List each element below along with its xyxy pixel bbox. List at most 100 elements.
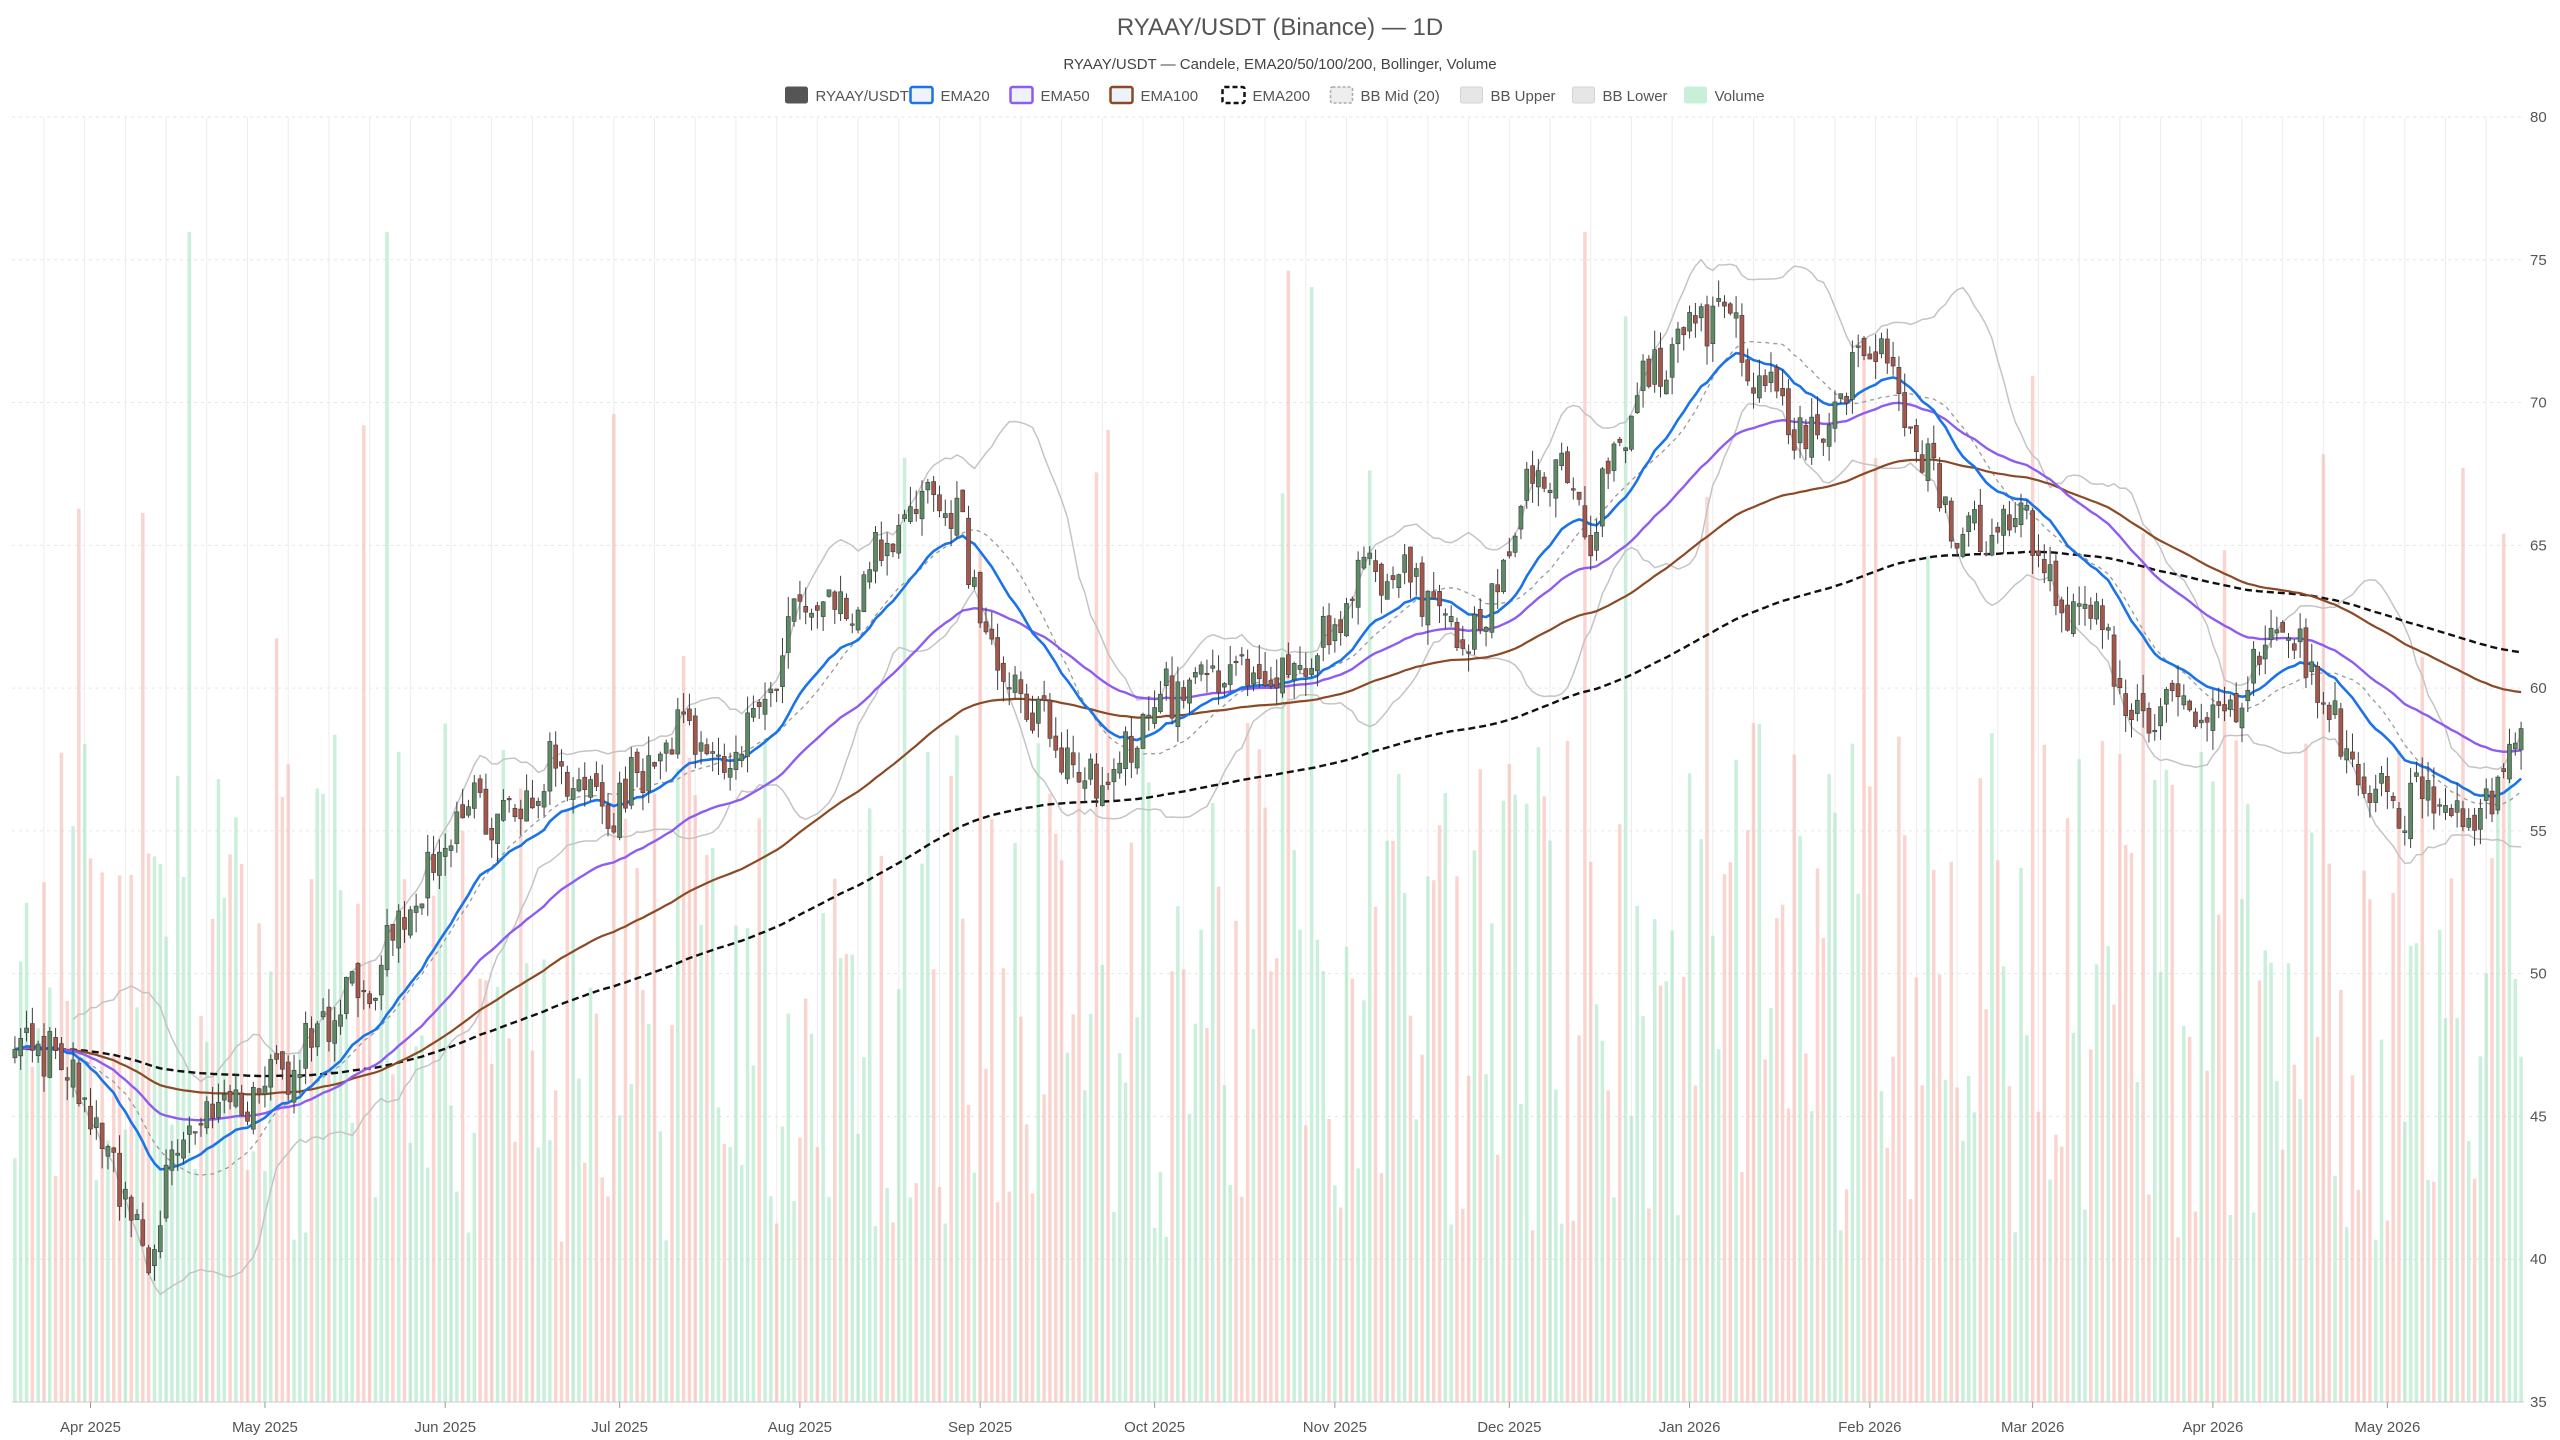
candle-body [1704,304,1710,347]
volume-bar [251,1151,256,1402]
volume-bar [298,1049,302,1402]
volume-bar [146,853,151,1402]
candle-body [1256,664,1262,680]
volume-bar [2339,989,2343,1402]
volume-bar [443,723,447,1402]
candle-body [1477,609,1483,631]
legend-label: BB Lower [1603,88,1668,105]
volume-bar [1728,862,1733,1402]
candle-body [1611,443,1617,471]
candle-body [2297,628,2303,643]
candle-body [1169,675,1175,719]
candle-body [1570,488,1576,491]
candle-body [2047,564,2053,582]
volume-bar [1164,1236,1168,1402]
candle-body [1925,443,1931,481]
volume-bar [2234,740,2238,1402]
volume-bar [1170,971,1174,1402]
volume-bar [1152,1227,1157,1402]
volume-bar [1583,232,1587,1402]
legend-label: EMA20 [941,88,990,105]
legend-swatch-ema100 [1109,85,1134,105]
volume-bar [1600,1040,1605,1402]
volume-bar [617,1115,622,1402]
candle-body [1536,470,1541,488]
volume-bar [495,986,500,1402]
candle-body [1768,371,1774,383]
volume-bar [1757,723,1762,1402]
candle-body [2361,776,2367,794]
candle-body [2030,510,2035,556]
candle-body [1629,415,1634,450]
candle-body [448,845,454,851]
volume-bar [152,856,157,1402]
volume-bar [1211,803,1215,1402]
volume-bar [693,795,697,1402]
x-tick-label: May 2025 [232,1419,298,1436]
legend-label: BB Mid (20) [1361,88,1440,105]
volume-bar [1635,905,1639,1402]
candle-body [1553,459,1559,499]
volume-bar [228,854,232,1402]
candle-body [274,1053,279,1060]
volume-bar [908,1197,913,1402]
volume-bar [141,512,145,1402]
candle-body [1501,559,1506,592]
volume-bar [519,788,523,1402]
candle-body [913,509,919,514]
volume-bar [960,918,965,1402]
candle-body [1146,714,1152,718]
volume-bar [1513,794,1517,1402]
x-tick-label: May 2026 [2354,1419,2420,1436]
candle-body [495,813,500,844]
x-tick-label: Jul 2025 [591,1419,648,1436]
volume-bar [1594,1004,1599,1402]
x-tick-label: Jan 2026 [1659,1419,1721,1436]
volume-bar [2007,1086,2012,1402]
volume-bar [577,1078,581,1402]
candle-body [1518,506,1524,530]
volume-bar [391,1074,395,1402]
volume-bar [2373,1239,2378,1402]
candle-body [1861,337,1867,357]
candle-body [2402,830,2408,833]
candle-body [210,1103,215,1119]
volume-bar [1187,1113,1192,1402]
candle-body [890,543,896,553]
volume-bar [257,923,261,1402]
candle-body [169,1149,175,1171]
volume-bar [2083,1209,2087,1402]
candle-body [431,854,436,873]
volume-bar [1914,977,1919,1402]
volume-bar [1745,830,1750,1402]
volume-bar [507,1038,511,1402]
candle-body [1600,468,1605,527]
volume-bar [1344,946,1349,1402]
y-tick-label: 35 [2530,1394,2547,1411]
volume-bar [1181,969,1186,1402]
candle-body [1681,327,1687,336]
candle-body [1693,315,1698,324]
legend-label: EMA200 [1253,88,1311,105]
volume-bar [995,1202,1000,1402]
volume-bar [710,847,715,1402]
volume-bar [53,1175,58,1402]
candle-body [1280,657,1285,694]
volume-bar [751,1065,756,1402]
volume-bar [1868,786,1872,1402]
candle-body [1943,496,1948,505]
volume-bar [1158,1171,1163,1402]
volume-bar [1850,743,1855,1402]
candle-body [1309,668,1314,675]
candle-body [739,753,745,761]
volume-bar [867,808,872,1402]
candle-body [2472,814,2477,831]
candle-body [1431,591,1437,599]
candle-body [704,744,710,755]
candle-body [53,1037,58,1052]
volume-bar [1228,1185,1232,1402]
candle-body [640,771,646,794]
volume-bar [2257,980,2262,1402]
candle-body [157,1225,163,1253]
volume-bar [2292,1064,2297,1402]
